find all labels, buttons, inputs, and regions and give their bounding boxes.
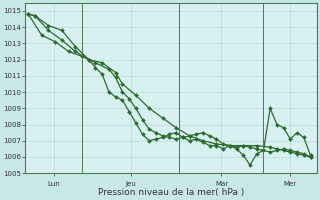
X-axis label: Pression niveau de la mer( hPa ): Pression niveau de la mer( hPa )	[98, 188, 244, 197]
